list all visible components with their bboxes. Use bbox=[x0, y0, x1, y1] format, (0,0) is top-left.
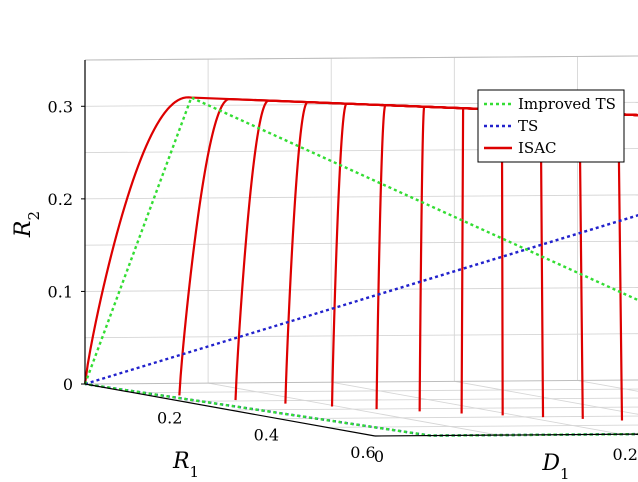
z-tick-0.2: 0.2 bbox=[48, 190, 73, 209]
axes bbox=[84, 60, 638, 437]
legend-entry-2: ISAC bbox=[518, 139, 557, 157]
isac-curve-0 bbox=[83, 96, 638, 385]
box-edge bbox=[84, 55, 638, 61]
z-tick-0.1: 0.1 bbox=[48, 282, 73, 301]
isac-curve-5 bbox=[375, 104, 638, 410]
grid-line-13 bbox=[84, 333, 638, 339]
grid-line-30 bbox=[208, 382, 499, 436]
grid-line-33 bbox=[577, 380, 638, 392]
z-axis-label-sub: 2 bbox=[25, 211, 43, 221]
x-axis-line bbox=[84, 383, 376, 437]
x-axis-label-sub: 1 bbox=[190, 463, 200, 481]
x-tick-0.2: 0.2 bbox=[157, 408, 182, 427]
isac-curve-2 bbox=[234, 99, 638, 401]
x-tick-0.6: 0.6 bbox=[350, 443, 375, 462]
grid-line-14 bbox=[84, 286, 638, 292]
isac-curve-1 bbox=[178, 97, 638, 396]
grid-line-31 bbox=[331, 381, 622, 435]
z-axis-label-main: R bbox=[11, 220, 36, 238]
grid-line-28 bbox=[326, 424, 638, 428]
legend-entry-0: Improved TS bbox=[518, 95, 616, 113]
x-tick-0.4: 0.4 bbox=[254, 426, 279, 445]
grid-line-25 bbox=[181, 397, 638, 402]
its-line bbox=[83, 95, 638, 437]
y-tick-0: 0 bbox=[374, 447, 384, 466]
grid-line-24 bbox=[133, 388, 638, 394]
y-axis-label: D1 bbox=[541, 451, 569, 482]
isac-curve-6 bbox=[418, 105, 638, 412]
box-edge bbox=[84, 379, 638, 385]
y-tick-0.2: 0.2 bbox=[612, 445, 637, 464]
improved-ts-series bbox=[83, 95, 638, 437]
z-tick-0.3: 0.3 bbox=[48, 97, 73, 116]
y-axis-label-main: D bbox=[541, 451, 560, 476]
grid-line-15 bbox=[84, 240, 638, 246]
isac-curve-3 bbox=[284, 101, 638, 404]
z-tick-0: 0 bbox=[63, 375, 73, 394]
y-axis-line bbox=[374, 433, 638, 437]
grid-line-26 bbox=[229, 406, 638, 411]
x-axis-label-main: R bbox=[172, 449, 190, 474]
z-axis-label: R2 bbox=[11, 211, 43, 238]
x-axis-label: R1 bbox=[172, 449, 199, 481]
grid-line-16 bbox=[84, 194, 638, 200]
isac-curve-7 bbox=[460, 107, 638, 414]
y-axis-label-sub: 1 bbox=[560, 465, 570, 482]
grid-line-27 bbox=[278, 415, 638, 420]
legend: Improved TS TS ISAC bbox=[477, 89, 625, 163]
tick-labels: 00.10.20.30.20.40.600.20.4 bbox=[48, 97, 638, 466]
legend-entry-1: TS bbox=[518, 117, 538, 135]
